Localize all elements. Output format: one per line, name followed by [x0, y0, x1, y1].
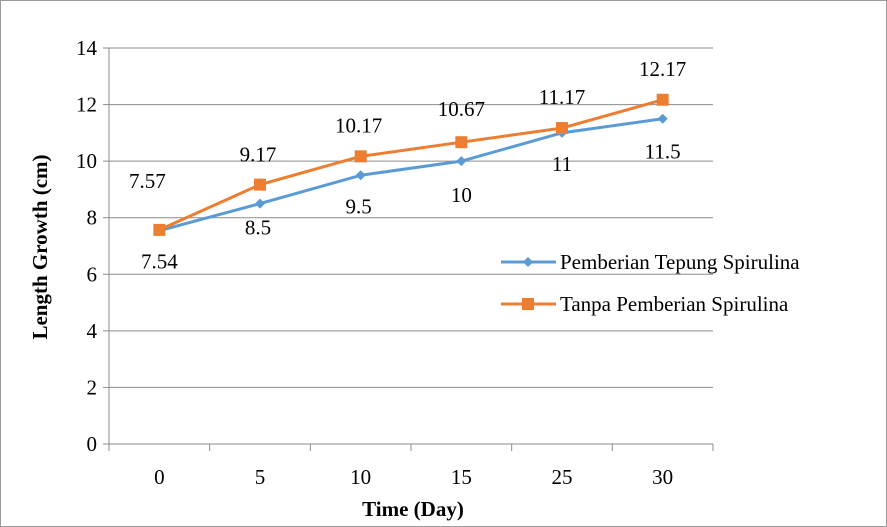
- series-1-point-15: [456, 156, 467, 167]
- data-label-s2-25: 11.17: [539, 85, 585, 109]
- legend-label-1: Pemberian Tepung Spirulina: [560, 250, 800, 274]
- y-tick-label-0: 0: [87, 432, 98, 456]
- series-2-point-25: [556, 122, 568, 135]
- y-tick-label-10: 10: [76, 149, 97, 173]
- x-axis: 0 5 10 15 25 30: [108, 48, 714, 489]
- legend: Pemberian Tepung Spirulina Tanpa Pemberia…: [501, 250, 800, 316]
- series-layer: [153, 93, 669, 236]
- y-axis-title: Length Growth (cm): [28, 154, 52, 339]
- x-tick-label-0: 0: [154, 465, 165, 489]
- x-tick-label-15: 15: [451, 465, 472, 489]
- data-labels: 7.54 8.5 9.5 10 11 11.5 7.57 9.17 10.17 10.67 11.1…: [129, 57, 686, 274]
- gridlines: [109, 47, 713, 388]
- series-line-1: [158, 117, 663, 233]
- legend-label-2: Tanpa Pemberian Spirulina: [560, 292, 789, 316]
- y-tick-label-12: 12: [76, 93, 97, 117]
- data-label-s2-30: 12.17: [639, 57, 686, 81]
- series-1-point-30: [657, 113, 668, 124]
- legend-marker-1: [523, 257, 533, 267]
- data-label-s2-10: 10.17: [335, 113, 382, 137]
- x-tick-label-30: 30: [652, 465, 673, 489]
- y-tick-label-2: 2: [87, 375, 98, 399]
- data-label-s2-0: 7.57: [129, 169, 166, 193]
- x-axis-title: Time (Day): [362, 497, 464, 521]
- data-label-s2-15: 10.67: [438, 97, 485, 121]
- series-2-point-15: [455, 136, 468, 149]
- y-tick-label-4: 4: [87, 319, 98, 343]
- y-axis-ticks: 0 2 4 6 8 10 12 14: [76, 36, 109, 456]
- series-2-point-30: [656, 93, 669, 106]
- x-tick-label-10: 10: [350, 465, 371, 489]
- series-1-point-10: [355, 170, 366, 181]
- data-label-s1-5: 8.5: [245, 216, 271, 240]
- series-2-point-0: [153, 223, 166, 236]
- x-tick-label-5: 5: [255, 465, 266, 489]
- y-tick-label-14: 14: [76, 36, 98, 60]
- y-tick-label-6: 6: [87, 262, 98, 286]
- legend-marker-2: [522, 298, 534, 310]
- data-label-s1-0: 7.54: [141, 250, 178, 274]
- data-label-s1-30: 11.5: [645, 140, 681, 164]
- x-tick-label-25: 25: [552, 465, 573, 489]
- data-label-s1-25: 11: [552, 152, 572, 176]
- series-1-point-5: [255, 198, 265, 209]
- data-label-s1-15: 10: [451, 183, 472, 207]
- series-2-point-10: [354, 150, 367, 163]
- series-2-point-5: [254, 178, 266, 191]
- series-line-2: [158, 98, 664, 232]
- y-tick-label-8: 8: [87, 206, 98, 230]
- data-label-s1-10: 9.5: [346, 194, 372, 218]
- data-label-s2-5: 9.17: [240, 143, 277, 167]
